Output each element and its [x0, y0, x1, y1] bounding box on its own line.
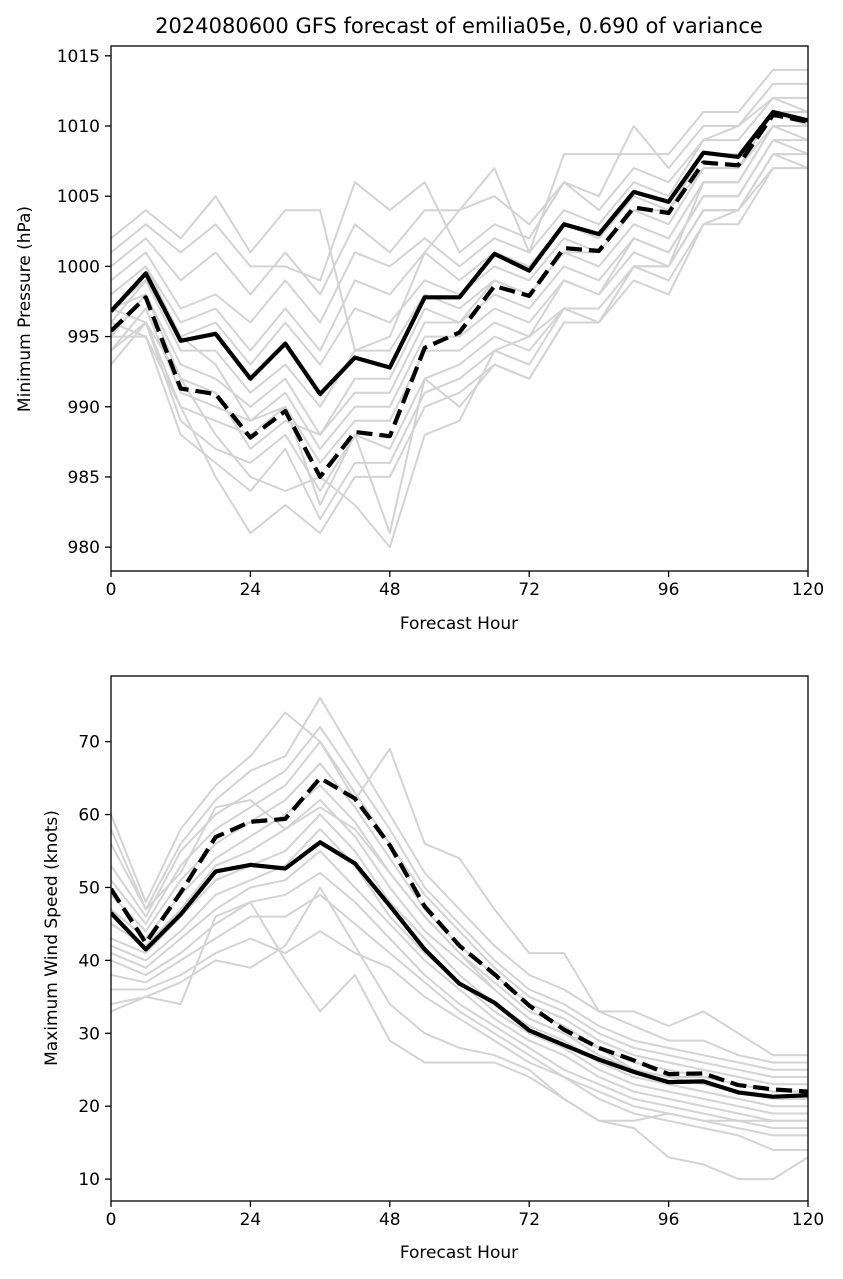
y-tick-label: 980	[68, 538, 100, 558]
axes-frame	[110, 675, 809, 1202]
ensemble-member-line-14	[111, 886, 808, 1181]
ensemble-member-line-15	[111, 125, 808, 535]
x-tick-label: 96	[658, 580, 680, 600]
x-tick-label: 120	[792, 580, 824, 600]
y-tick-label: 1000	[57, 257, 100, 277]
ensemble-member-line-3	[111, 96, 808, 296]
axes-frame	[110, 45, 809, 572]
ensemble-member-line-13	[111, 167, 808, 535]
ensemble-member-line-1	[111, 711, 808, 1057]
ensemble-member-line-2	[111, 696, 808, 1064]
solid-mean-line	[111, 840, 808, 1099]
ensemble-member-line-5	[111, 111, 808, 352]
ensemble-member-line-10	[111, 850, 808, 1122]
dashed-mean-line	[111, 112, 808, 479]
ensemble-member-line-16	[111, 799, 808, 1093]
y-axis-label-wind: Maximum Wind Speed (knots)	[42, 810, 62, 1066]
x-tick-label: 48	[379, 580, 401, 600]
ensemble-member-line-9	[111, 153, 808, 450]
ensemble-member-line-13	[111, 930, 808, 1151]
y-tick-label: 50	[78, 878, 100, 898]
ensemble-member-line-2	[111, 82, 808, 282]
y-tick-label: 10	[78, 1170, 100, 1190]
y-tick-label: 30	[78, 1024, 100, 1044]
y-axis-label-pressure: Minimum Pressure (hPa)	[15, 206, 35, 412]
ensemble-member-line-14	[111, 153, 808, 549]
ensemble-member-line-3	[111, 726, 808, 1071]
y-tick-label: 1015	[57, 47, 100, 67]
solid-mean-line	[111, 109, 808, 397]
x-tick-label: 96	[658, 1210, 680, 1230]
x-tick-label: 72	[518, 580, 540, 600]
ensemble-member-line-15	[111, 901, 808, 1122]
ensemble-member-line-4	[111, 740, 808, 1078]
ensemble-member-line-12	[111, 167, 808, 521]
ensemble-member-line-8	[111, 813, 808, 1108]
ensemble-member-line-10	[111, 139, 808, 464]
x-tick-label: 24	[240, 580, 262, 600]
pressure-panel: 0 24 48 72 96 120 980 985 990 995 1000 1005 1010 1015	[57, 45, 824, 600]
y-tick-label: 985	[68, 468, 100, 488]
y-tick-label: 1005	[57, 187, 100, 207]
x-tick-label: 0	[106, 1210, 117, 1230]
ensemble-member-line-11	[111, 871, 808, 1130]
y-tick-label: 40	[78, 951, 100, 971]
ensemble-member-line-4	[111, 96, 808, 324]
wind-panel: 0 24 48 72 96 120 10 20 30 40 50 60 70	[78, 675, 824, 1230]
y-tick-label: 70	[78, 733, 100, 753]
x-tick-label: 120	[792, 1210, 824, 1230]
x-tick-label: 0	[106, 580, 117, 600]
y-tick-label: 990	[68, 398, 100, 418]
x-axis-label-wind: Forecast Hour	[400, 1243, 518, 1263]
y-tick-label: 1010	[57, 117, 100, 137]
ensemble-member-line-7	[111, 125, 808, 408]
x-tick-label: 24	[240, 1210, 262, 1230]
dashed-mean-line	[111, 775, 808, 1094]
y-tick-label: 20	[78, 1097, 100, 1117]
y-tick-label: 995	[68, 328, 100, 348]
x-tick-label: 72	[518, 1210, 540, 1230]
x-tick-label: 48	[379, 1210, 401, 1230]
y-tick-label: 60	[78, 806, 100, 826]
x-axis-label-pressure: Forecast Hour	[400, 614, 518, 634]
chart-title: 2024080600 GFS forecast of emilia05e, 0.…	[155, 14, 763, 38]
